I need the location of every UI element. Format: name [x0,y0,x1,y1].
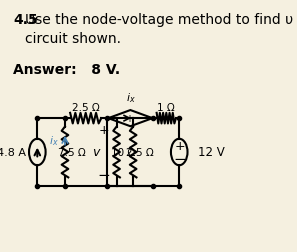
Text: $v$: $v$ [92,146,102,159]
Text: 4.8 A: 4.8 A [0,147,26,157]
Text: −: − [98,167,110,182]
Text: Answer:   8 V.: Answer: 8 V. [13,63,120,77]
Text: 2.5 Ω: 2.5 Ω [126,147,154,157]
Text: 2.5 Ω: 2.5 Ω [72,103,99,112]
Text: $i_x$: $i_x$ [49,134,59,147]
Text: 7.5 Ω: 7.5 Ω [58,147,86,157]
Text: +: + [99,124,109,137]
Text: +: + [175,139,185,152]
Text: Use the node-voltage method to find υ in the
circuit shown.: Use the node-voltage method to find υ in… [25,13,297,45]
Text: 12 V: 12 V [198,146,225,159]
Text: 10 Ω: 10 Ω [111,147,136,157]
Text: −: − [174,151,187,167]
Text: +: + [125,114,133,124]
Text: 1 Ω: 1 Ω [157,103,175,112]
Text: 4.5: 4.5 [13,13,38,27]
Text: $i_x$: $i_x$ [126,91,135,105]
